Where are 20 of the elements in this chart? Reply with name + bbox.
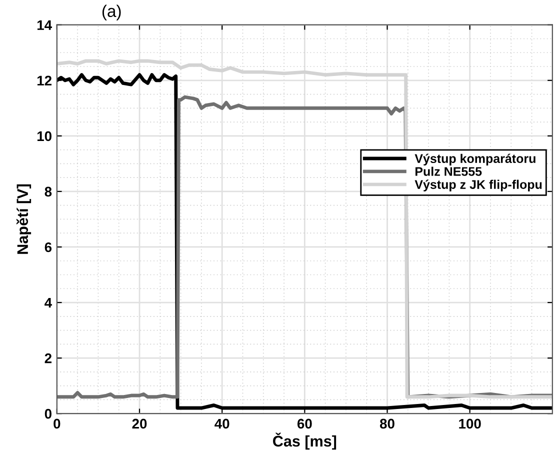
x-tick-label: 40: [214, 418, 230, 429]
x-tick-label: 20: [132, 418, 147, 429]
x-tick-label: 60: [297, 418, 312, 429]
x-tick-label: 0: [54, 418, 60, 429]
x-tick-label: 80: [380, 418, 394, 429]
y-tick-label: 14: [37, 20, 52, 30]
y-tick-label: 4: [44, 298, 52, 308]
y-tick-label: 12: [37, 76, 52, 86]
legend-label: Pulz NE555: [415, 166, 482, 176]
y-tick-label: 10: [37, 131, 52, 142]
legend-label: Výstup komparátoru: [414, 154, 536, 166]
chart-title: (a): [102, 4, 121, 20]
y-axis-title: Napětí [V]: [16, 184, 32, 254]
y-tick-label: 2: [44, 353, 52, 364]
y-tick-label: 6: [44, 242, 52, 252]
y-tick-label: 8: [44, 186, 52, 197]
x-tick-label: 100: [459, 418, 481, 429]
legend-label: Výstup z JK flip-flopu: [414, 180, 542, 192]
y-tick-label: 0: [44, 408, 52, 419]
x-axis-title: Čas [ms]: [273, 432, 336, 450]
